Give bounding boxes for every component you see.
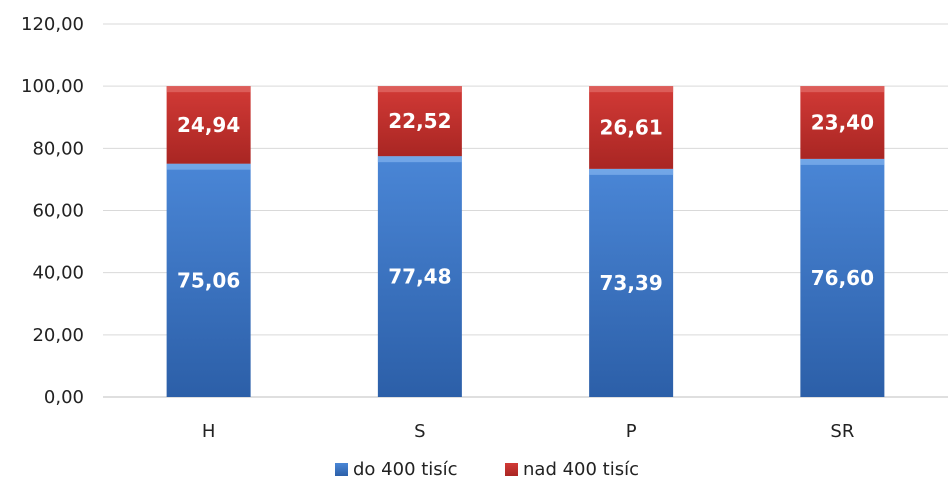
- data-label: 75,06: [177, 268, 240, 292]
- legend: do 400 tisíc nad 400 tisíc: [335, 459, 639, 480]
- legend-label: do 400 tisíc: [353, 459, 458, 480]
- bar-segment-nad-400: [377, 86, 462, 157]
- data-label: 22,52: [388, 109, 451, 133]
- x-tick-label: P: [626, 421, 637, 442]
- x-tick-label: SR: [830, 421, 854, 442]
- bar-segment-do-400: [589, 168, 674, 397]
- data-label: 73,39: [599, 271, 662, 295]
- bar-segment-highlight: [166, 86, 251, 93]
- bar-segment-do-400: [377, 156, 462, 397]
- data-label: 24,94: [177, 113, 240, 137]
- bar-segment-nad-400: [800, 86, 885, 159]
- y-tick-label: 120,00: [21, 14, 84, 35]
- bar-segment-highlight: [166, 163, 251, 170]
- bar-segment-highlight: [589, 86, 674, 93]
- legend-label: nad 400 tisíc: [523, 459, 639, 480]
- x-axis-ticks: H S P SR: [202, 421, 854, 442]
- y-tick-label: 60,00: [32, 201, 84, 222]
- bar-segment-highlight: [589, 168, 674, 175]
- data-label: 23,40: [811, 111, 874, 135]
- bars: 75,06 24,94 77,48 22,52 73,39 26,61 76,60 23,40: [166, 86, 885, 397]
- x-tick-label: S: [414, 421, 425, 442]
- y-tick-label: 0,00: [44, 387, 84, 408]
- bar-segment-nad-400: [166, 86, 251, 164]
- y-tick-label: 40,00: [32, 263, 84, 284]
- data-label: 77,48: [388, 265, 451, 289]
- bar-segment-highlight: [800, 86, 885, 93]
- y-tick-label: 100,00: [21, 76, 84, 97]
- bar-segment-do-400: [166, 163, 251, 397]
- data-label: 76,60: [811, 266, 874, 290]
- bar-segment-do-400: [800, 158, 885, 397]
- y-tick-label: 20,00: [32, 325, 84, 346]
- legend-swatch: [335, 463, 348, 476]
- bar-segment-nad-400: [589, 86, 674, 169]
- legend-swatch: [505, 463, 518, 476]
- x-tick-label: H: [202, 421, 216, 442]
- bar-segment-highlight: [377, 86, 462, 93]
- y-axis-ticks: 0,00 20,00 40,00 60,00 80,00 100,00 120,00: [21, 14, 84, 408]
- bar-segment-highlight: [800, 158, 885, 165]
- y-tick-label: 80,00: [32, 138, 84, 159]
- bar-segment-highlight: [377, 156, 462, 163]
- data-label: 26,61: [599, 116, 662, 140]
